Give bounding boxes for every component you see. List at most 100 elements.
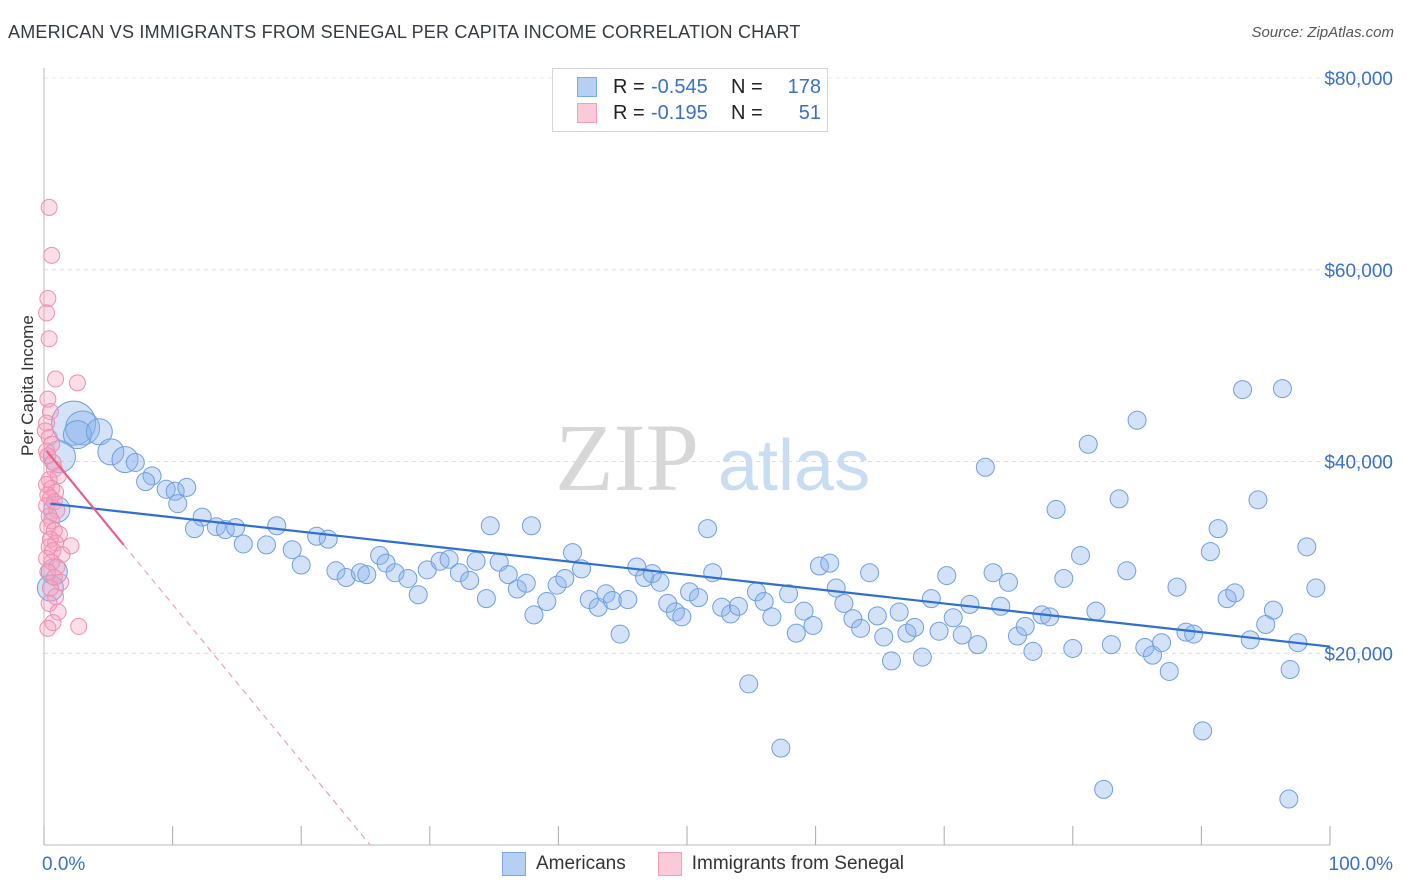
legend-r-value: -0.545 <box>651 75 708 98</box>
americans-point <box>921 589 941 609</box>
senegal-trend-line <box>45 450 125 546</box>
americans-point <box>786 623 806 643</box>
americans-point <box>291 555 311 575</box>
americans-point <box>226 518 246 538</box>
americans-point <box>968 635 988 655</box>
americans-point <box>820 553 840 573</box>
americans-point <box>1063 638 1083 658</box>
americans-point <box>62 420 92 450</box>
americans-point <box>952 625 972 645</box>
americans-point <box>408 585 428 605</box>
americans-point <box>999 572 1018 592</box>
americans-point <box>449 563 469 583</box>
americans-point <box>547 575 567 595</box>
legend-item-americans[interactable]: Americans <box>502 852 626 876</box>
americans-point <box>282 540 302 560</box>
americans-point <box>476 589 496 609</box>
y-tick-label: $60,000 <box>1324 261 1393 282</box>
americans-point <box>256 535 276 555</box>
americans-point <box>762 607 782 627</box>
americans-point <box>111 446 139 474</box>
legend-row-senegal: R = -0.195 N = 51 <box>577 100 821 126</box>
americans-point <box>680 582 700 602</box>
americans-point <box>336 568 356 588</box>
americans-point <box>943 608 963 628</box>
americans-point <box>771 738 791 758</box>
y-tick-label: $20,000 <box>1324 644 1393 665</box>
senegal-point <box>43 246 61 264</box>
senegal-point <box>39 619 57 637</box>
americans-point <box>1086 601 1106 621</box>
americans-point <box>803 615 823 635</box>
legend-r-label: R = <box>613 101 645 124</box>
senegal-point <box>49 603 67 621</box>
americans-point <box>672 607 692 627</box>
legend-n-label: N = <box>731 75 763 98</box>
senegal-points <box>36 198 88 637</box>
americans-point <box>1279 789 1299 809</box>
americans-point <box>867 606 887 626</box>
americans-point <box>1015 616 1035 636</box>
senegal-point <box>44 453 62 471</box>
americans-point <box>563 543 583 563</box>
americans-point <box>1117 561 1137 581</box>
senegal-point <box>38 497 56 515</box>
americans-point <box>1046 499 1066 519</box>
x-tick-label-max: 100.0% <box>1329 854 1394 875</box>
senegal-point <box>40 594 58 612</box>
americans-point <box>728 596 748 616</box>
americans-point <box>1217 589 1237 609</box>
senegal-trend-extension <box>123 544 371 846</box>
americans-point <box>357 565 377 585</box>
americans-point <box>1240 630 1260 650</box>
americans-point <box>650 572 670 592</box>
swatch-americans <box>502 852 526 876</box>
americans-point <box>97 438 125 466</box>
series-legend: Americans Immigrants from Senegal <box>0 852 1406 876</box>
americans-point <box>555 568 575 588</box>
americans-point <box>1297 537 1317 557</box>
americans-point <box>521 516 541 536</box>
watermark-zip: ZIP <box>555 404 699 511</box>
americans-point <box>851 618 871 638</box>
americans-point <box>168 494 188 514</box>
senegal-point <box>39 390 57 408</box>
legend-swatch-senegal <box>577 103 597 123</box>
legend-n-label: N = <box>731 101 763 124</box>
americans-point <box>1208 519 1228 539</box>
americans-point <box>1109 489 1129 509</box>
americans-point <box>860 563 880 583</box>
americans-point <box>1152 633 1172 653</box>
senegal-point <box>62 537 80 555</box>
legend-item-senegal[interactable]: Immigrants from Senegal <box>657 852 904 876</box>
americans-point <box>983 563 1003 583</box>
americans-point <box>1167 577 1187 597</box>
swatch-senegal <box>657 852 682 876</box>
americans-point <box>975 457 995 477</box>
americans-point <box>1159 661 1179 681</box>
americans-point <box>537 591 557 611</box>
americans-point <box>36 574 64 602</box>
tick-labels: $20,000 $40,000 $60,000 $80,000 0.0% 100.0% <box>42 69 1393 875</box>
legend-label-americans: Americans <box>536 853 626 874</box>
americans-point <box>233 534 253 554</box>
watermark: ZIP atlas <box>555 404 870 511</box>
americans-point <box>960 594 980 614</box>
americans-point <box>177 477 197 497</box>
americans-point <box>843 609 863 629</box>
americans-point <box>874 627 894 647</box>
americans-point <box>897 623 917 643</box>
americans-point <box>184 519 204 539</box>
trend-lines <box>45 450 1331 846</box>
x-tick-label-min: 0.0% <box>42 854 85 875</box>
americans-point <box>370 545 390 565</box>
americans-point <box>794 601 814 621</box>
legend-n-value: 51 <box>798 101 821 124</box>
americans-point <box>618 590 638 610</box>
senegal-point <box>70 617 88 635</box>
americans-point <box>937 566 957 586</box>
americans-point <box>1225 583 1245 603</box>
americans-point <box>385 563 405 583</box>
americans-points <box>36 379 1326 809</box>
